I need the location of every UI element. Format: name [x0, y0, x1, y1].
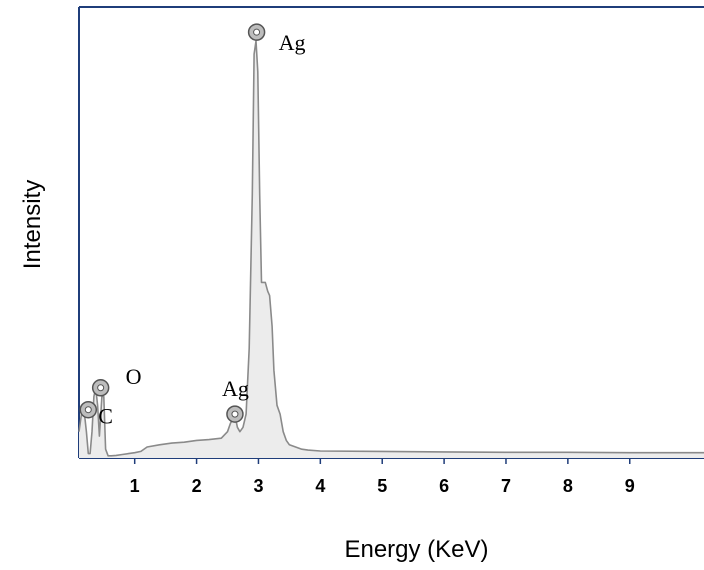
x-tick-label: 9 — [625, 476, 635, 496]
peak-marker-center — [84, 406, 92, 414]
x-tick-label: 7 — [501, 476, 511, 496]
peak-label: Ag — [279, 30, 306, 55]
x-tick-label: 3 — [253, 476, 263, 496]
peak-marker-center — [253, 28, 261, 36]
y-axis-title: Intensity — [19, 180, 46, 269]
peak-marker-center — [231, 410, 239, 418]
peak-label: Ag — [222, 376, 249, 401]
x-tick-label: 2 — [192, 476, 202, 496]
x-axis-title: Energy (KeV) — [344, 536, 488, 563]
x-tick-label: 4 — [315, 476, 325, 496]
peak-label: O — [126, 364, 142, 389]
spectrum-line-0 — [78, 40, 704, 457]
x-tick-label: 1 — [130, 476, 140, 496]
x-tick-label: 5 — [377, 476, 387, 496]
peak-marker-center — [97, 384, 105, 392]
spectrum-fill-0 — [79, 41, 704, 458]
peak-label: C — [98, 404, 113, 429]
x-tick-label: 6 — [439, 476, 449, 496]
x-tick-label: 8 — [563, 476, 573, 496]
